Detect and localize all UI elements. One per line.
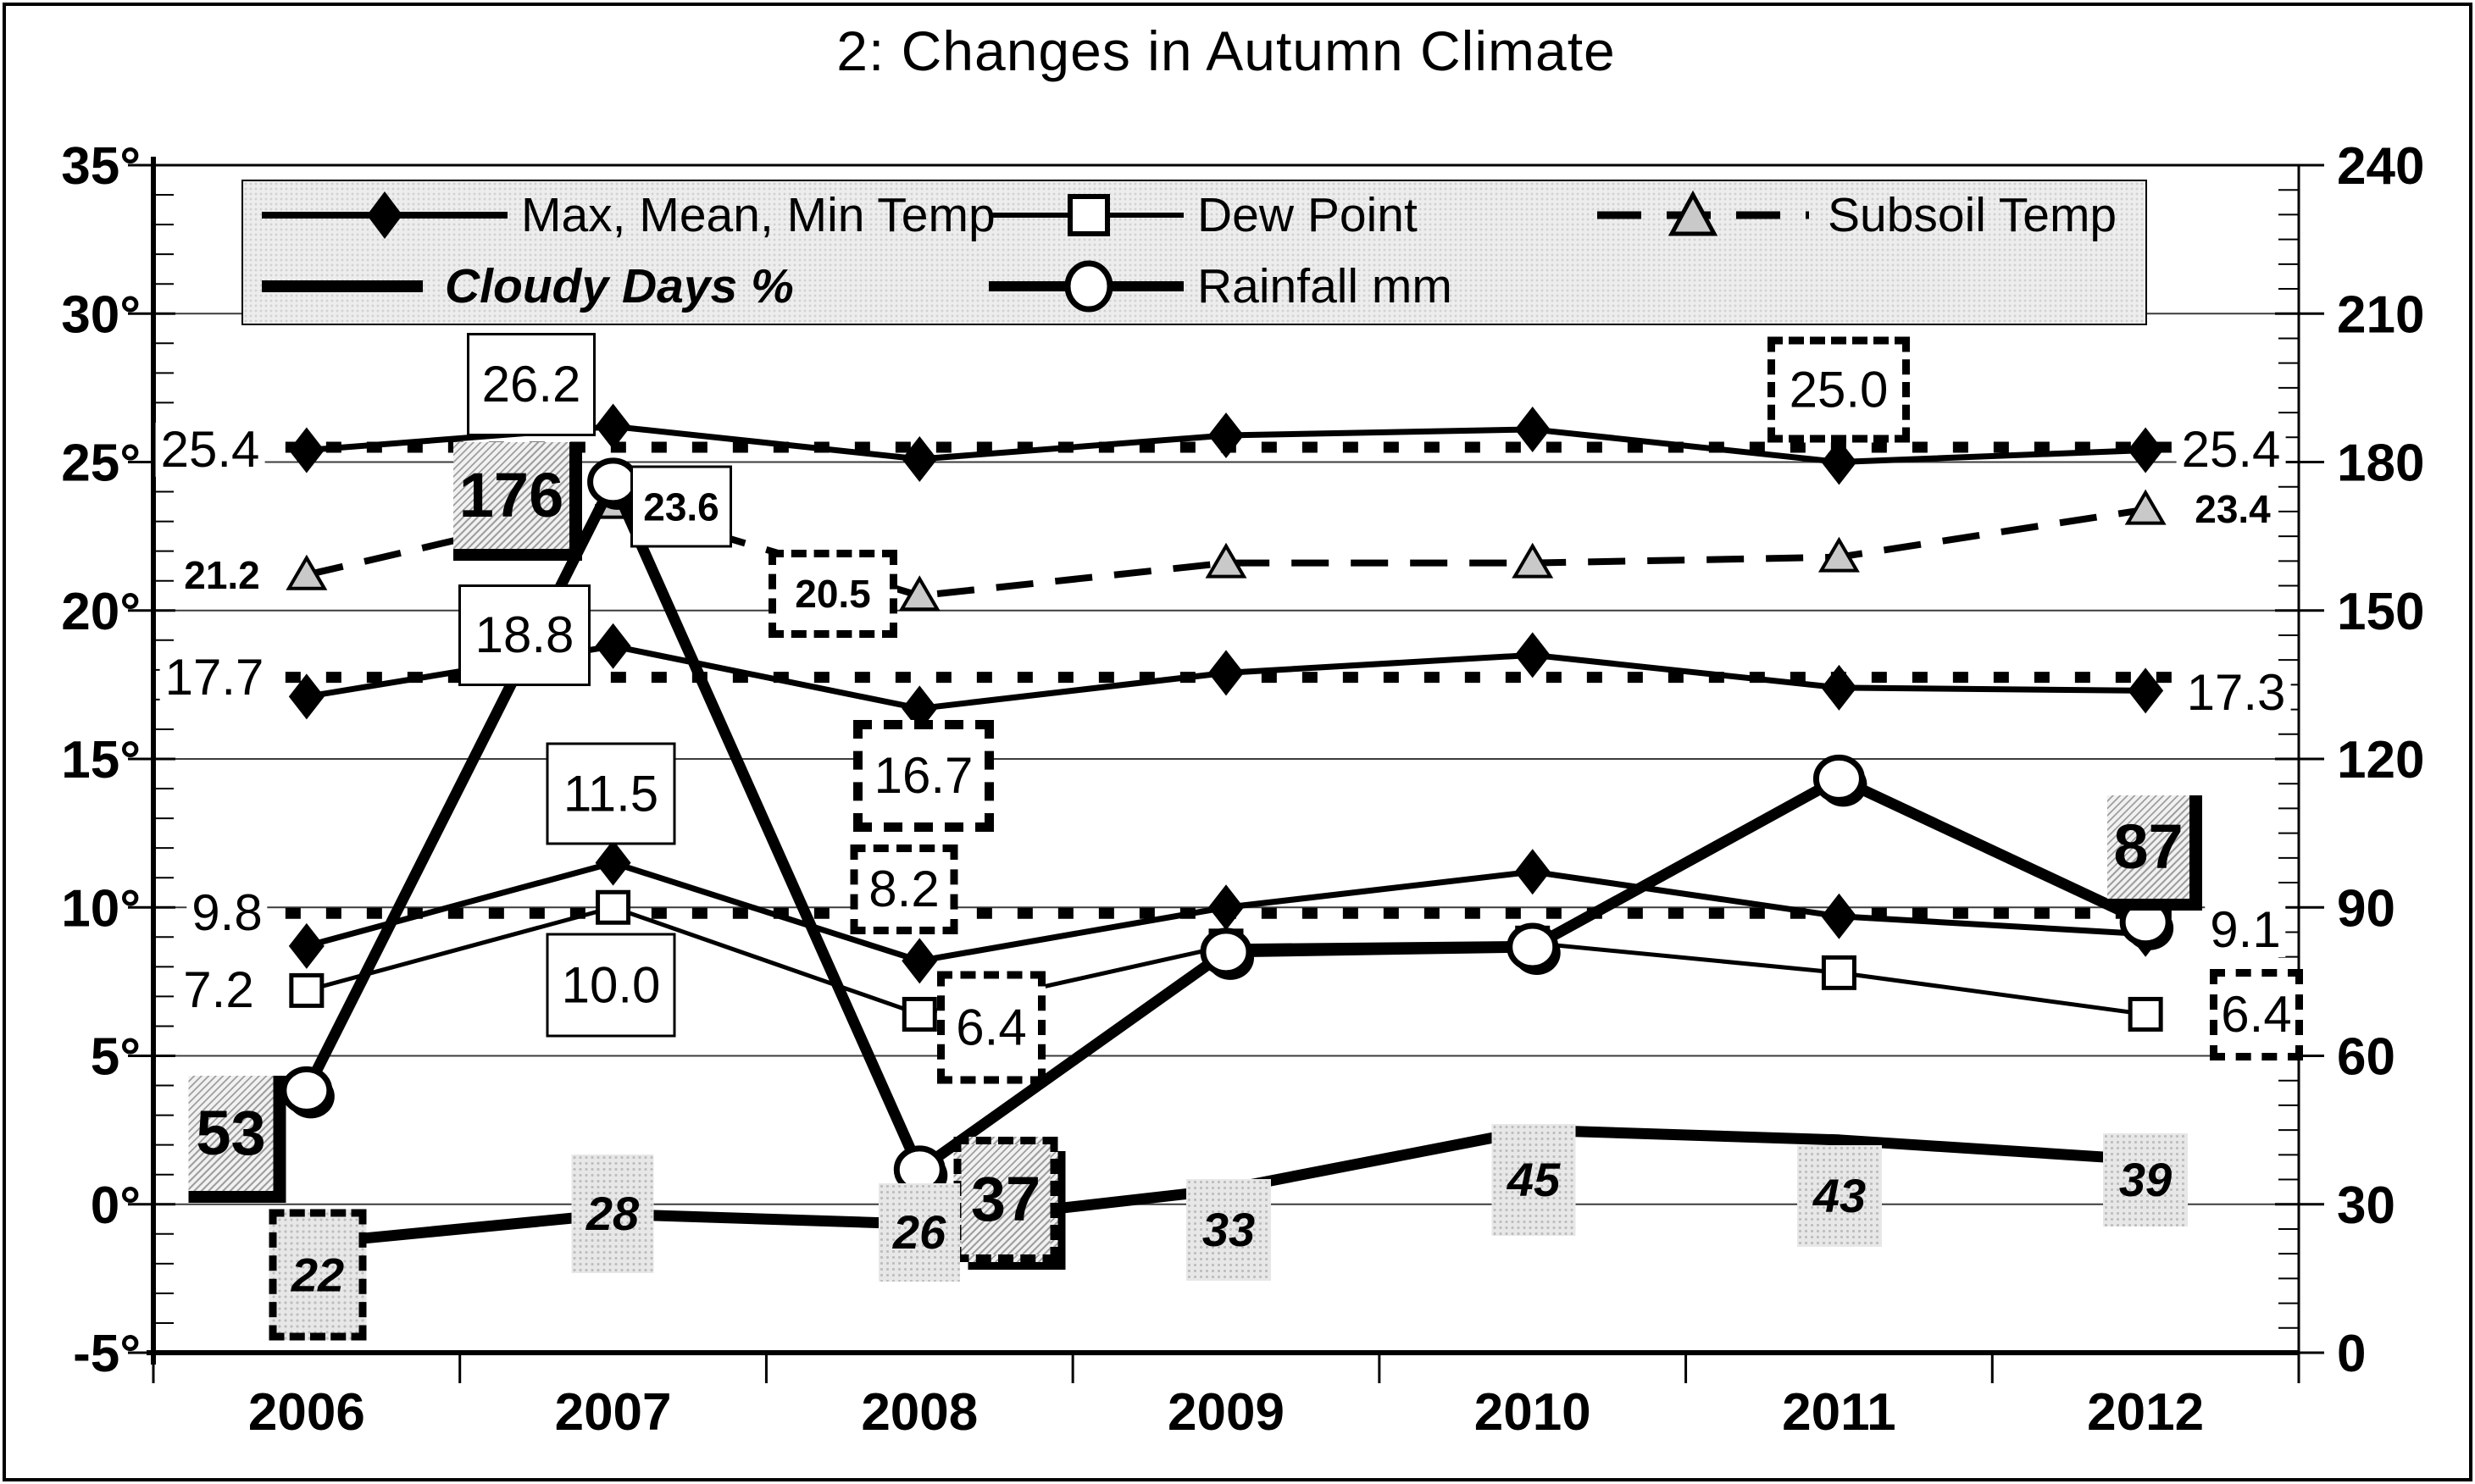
data-label-cloud07: 28: [571, 1155, 654, 1273]
data-label-cloud12: 39: [2103, 1133, 2188, 1227]
svg-text:210: 210: [2337, 285, 2424, 344]
data-label-dew07: 10.0: [546, 933, 676, 1038]
legend-item-rainfall: Rainfall mm: [989, 252, 1452, 320]
svg-text:2007: 2007: [555, 1383, 672, 1442]
svg-text:-5°: -5°: [73, 1325, 141, 1383]
svg-text:2010: 2010: [1474, 1383, 1591, 1442]
data-label-mean12: 17.3: [2181, 666, 2291, 720]
data-label-cloud09: 33: [1186, 1179, 1271, 1281]
right-axis-labels: 240 210 180 150 120 90 60 30 0: [2337, 137, 2424, 1383]
svg-text:240: 240: [2337, 137, 2424, 196]
diamond-marker-icon: [262, 191, 508, 239]
svg-text:120: 120: [2337, 731, 2424, 789]
reference-lines: [285, 441, 2193, 919]
data-label-max12: 25.4: [2176, 423, 2286, 477]
svg-text:20°: 20°: [61, 583, 141, 641]
svg-text:2009: 2009: [1168, 1383, 1285, 1442]
data-label-rain12: 87: [2107, 795, 2202, 911]
svg-text:15°: 15°: [61, 731, 141, 789]
data-label-rain08: 37: [953, 1137, 1058, 1262]
data-label-dew06: 7.2: [178, 963, 259, 1017]
triangle-marker-icon: [1597, 190, 1809, 236]
data-label-cloud08: 26: [879, 1183, 960, 1282]
data-label-min07: 11.5: [546, 742, 676, 845]
svg-text:60: 60: [2337, 1028, 2395, 1087]
data-label-sub08: 20.5: [769, 550, 897, 638]
series-rainfall-mm: [280, 457, 2174, 1198]
legend-item-cloudy-days: Cloudy Days %: [262, 252, 794, 320]
data-label-dew12: 6.4: [2210, 969, 2303, 1060]
data-label-sub06: 21.2: [179, 554, 265, 596]
legend-label: Rainfall mm: [1197, 259, 1452, 313]
svg-text:35°: 35°: [61, 137, 141, 196]
data-label-max07: 26.2: [467, 333, 596, 436]
legend-item-max-mean-min-temp: Max, Mean, Min Temp: [262, 181, 996, 249]
thick-line-icon: [262, 280, 423, 292]
legend-item-dew-point: Dew Point: [989, 181, 1418, 249]
svg-text:5°: 5°: [91, 1028, 141, 1087]
legend-label: Cloudy Days %: [445, 259, 794, 313]
data-label-sub07: 23.6: [630, 465, 732, 548]
data-label-mean08: 16.7: [853, 720, 994, 832]
series-mean-temp: [288, 623, 2164, 732]
circle-marker-icon: [989, 260, 1184, 313]
svg-text:2012: 2012: [2087, 1383, 2204, 1442]
data-label-mean07: 18.8: [458, 584, 591, 686]
data-label-min08: 8.2: [850, 844, 958, 934]
square-marker-icon: [989, 194, 1184, 236]
data-label-cloud06: 22: [269, 1209, 367, 1341]
chart-legend: Max, Mean, Min Temp Dew Point Subsoil Te…: [241, 180, 2147, 325]
svg-text:30: 30: [2337, 1177, 2395, 1235]
svg-text:0°: 0°: [91, 1177, 141, 1235]
svg-text:2011: 2011: [1782, 1383, 1896, 1442]
chart-title: 2: Changes in Autumn Climate: [836, 19, 1616, 82]
data-label-max06: 25.4: [155, 423, 265, 477]
svg-text:2006: 2006: [248, 1383, 365, 1442]
legend-label: Subsoil Temp: [1828, 188, 2117, 242]
legend-label: Max, Mean, Min Temp: [521, 188, 996, 242]
svg-text:180: 180: [2337, 435, 2424, 493]
legend-label: Dew Point: [1197, 188, 1418, 242]
data-label-cloud11: 43: [1797, 1145, 1882, 1247]
svg-text:90: 90: [2337, 879, 2395, 938]
svg-text:150: 150: [2337, 583, 2424, 641]
svg-text:10°: 10°: [61, 879, 141, 938]
svg-text:25°: 25°: [61, 435, 141, 493]
data-label-rain07: 176: [453, 442, 582, 561]
data-label-sub12: 23.4: [2189, 488, 2276, 530]
data-label-minref: 9.8: [186, 886, 268, 940]
data-label-dew08: 6.4: [937, 971, 1046, 1084]
left-axis-labels: 35° 30° 25° 20° 15° 10° 5° 0° -5°: [61, 137, 141, 1383]
data-label-rain06: 53: [188, 1076, 286, 1203]
svg-text:30°: 30°: [61, 285, 141, 344]
data-label-min12: 9.1: [2205, 903, 2286, 957]
svg-text:2008: 2008: [861, 1383, 978, 1442]
series-max-temp: [288, 403, 2164, 485]
svg-text:0: 0: [2337, 1325, 2366, 1383]
data-label-cloud10: 45: [1491, 1124, 1576, 1236]
data-label-mean06: 17.7: [159, 651, 269, 705]
data-label-max11: 25.0: [1767, 336, 1910, 443]
x-axis-labels: 2006 2007 2008 2009 2010 2011 2012: [248, 1383, 2204, 1442]
page-border: [3, 3, 2472, 1481]
legend-item-subsoil-temp: Subsoil Temp: [1597, 181, 2117, 249]
